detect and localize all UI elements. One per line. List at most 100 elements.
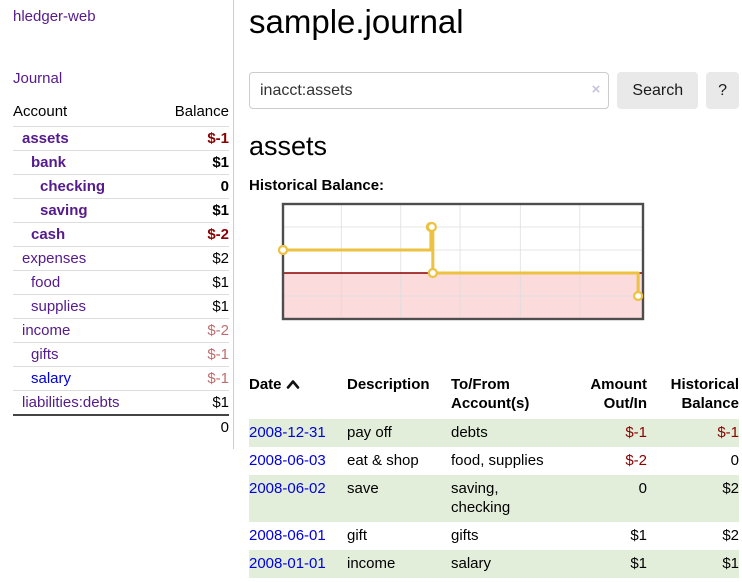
account-balance: $1 bbox=[156, 294, 229, 319]
account-link[interactable]: salary bbox=[31, 370, 72, 387]
register-description-cell: gift bbox=[347, 527, 368, 544]
date-column-header[interactable]: Date bbox=[249, 373, 347, 419]
account-balance: $1 bbox=[156, 390, 229, 415]
transaction-date-link[interactable]: 2008-06-03 bbox=[249, 452, 326, 469]
register-description-cell: income bbox=[347, 550, 451, 578]
transaction-date-link[interactable]: 2008-06-01 bbox=[249, 527, 326, 544]
main-content: sample.journal × Search ? assets Histori… bbox=[234, 0, 742, 578]
total-balance: 0 bbox=[156, 414, 229, 439]
account-row: supplies $1 bbox=[13, 294, 229, 319]
account-balance: $-2 bbox=[156, 318, 229, 343]
register-date-cell: 2008-06-02 bbox=[249, 475, 347, 522]
account-row: cash $-2 bbox=[13, 222, 229, 247]
transaction-date-link[interactable]: 2008-12-31 bbox=[249, 424, 326, 441]
account-balance: $-1 bbox=[156, 342, 229, 367]
register-row: 2008-01-01 income salary $1 $1 bbox=[249, 550, 739, 578]
account-link[interactable]: income bbox=[22, 322, 71, 339]
accounts-balance-table: Account Balance assets $-1 bank $1 checking 0… bbox=[13, 101, 229, 439]
chart-canvas bbox=[277, 202, 645, 321]
register-balance-cell: 0 bbox=[730, 452, 739, 469]
register-row: 2008-12-31 pay off debts $-1 $-1 bbox=[249, 419, 739, 447]
sidebar: hledger-web Journal Account Balance asse… bbox=[0, 0, 234, 449]
account-link[interactable]: supplies bbox=[31, 298, 87, 315]
clear-search-icon[interactable]: × bbox=[591, 81, 601, 98]
search-row: × Search ? bbox=[249, 72, 739, 109]
transaction-date-link[interactable]: 2008-06-02 bbox=[249, 480, 326, 497]
register-balance-cell: $-1 bbox=[647, 419, 739, 447]
account-balance: $1 bbox=[156, 150, 229, 175]
account-balance: 0 bbox=[156, 174, 229, 199]
account-link[interactable]: gifts bbox=[31, 346, 59, 363]
accounts-header: Account bbox=[13, 103, 68, 120]
sort-ascending-icon bbox=[286, 380, 299, 389]
register-accounts-cell: saving, checking bbox=[451, 475, 569, 522]
register-description-cell: save bbox=[347, 475, 451, 522]
register-amount-cell: $-2 bbox=[625, 452, 647, 469]
register-row: 2008-06-03 eat & shop food, supplies $-2 0 bbox=[249, 447, 739, 475]
account-balance: $1 bbox=[156, 270, 229, 295]
register-description-cell: pay off bbox=[347, 419, 451, 447]
account-row: food $1 bbox=[13, 270, 229, 295]
account-heading: assets bbox=[249, 131, 328, 161]
account-link[interactable]: expenses bbox=[22, 250, 87, 267]
register-row: 2008-06-02 save saving, checking 0 $2 bbox=[249, 475, 739, 522]
register-row: 2008-06-01 gift gifts $1 $2 bbox=[249, 522, 739, 550]
search-box: × bbox=[249, 72, 610, 109]
account-link[interactable]: checking bbox=[40, 178, 106, 195]
historical-balance-chart bbox=[249, 202, 739, 349]
account-balance: $-1 bbox=[156, 366, 229, 391]
account-row: checking 0 bbox=[13, 174, 229, 199]
register-amount-cell: $1 bbox=[630, 527, 647, 544]
account-row: income $-2 bbox=[13, 318, 229, 343]
account-link[interactable]: food bbox=[31, 274, 61, 291]
register-amount-cell: $-1 bbox=[569, 419, 647, 447]
register-date-cell: 2008-06-01 bbox=[249, 522, 347, 550]
register-accounts-cell: debts bbox=[451, 419, 569, 447]
account-row: bank $1 bbox=[13, 150, 229, 175]
account-link[interactable]: liabilities:debts bbox=[22, 394, 120, 411]
account-row: expenses $2 bbox=[13, 246, 229, 271]
description-column-header: Description bbox=[347, 376, 430, 393]
account-link[interactable]: cash bbox=[31, 226, 66, 243]
register-balance-cell: $2 bbox=[647, 475, 739, 522]
account-link[interactable]: bank bbox=[31, 154, 67, 171]
register-amount-cell: $1 bbox=[569, 550, 647, 578]
register-accounts-cell: salary bbox=[451, 550, 569, 578]
register-date-cell: 2008-12-31 bbox=[249, 419, 347, 447]
total-row: 0 bbox=[13, 414, 229, 439]
register-header-row: Date Description To/From Account(s) Amou… bbox=[249, 373, 739, 419]
account-link[interactable]: saving bbox=[40, 202, 88, 219]
register-balance-cell: $1 bbox=[647, 550, 739, 578]
account-row: gifts $-1 bbox=[13, 342, 229, 367]
accounts-column-header: To/From Account(s) bbox=[451, 376, 530, 412]
amount-column-header: Amount Out/In bbox=[590, 376, 647, 412]
account-balance: $-2 bbox=[156, 222, 229, 247]
balance-column-header: Historical Balance bbox=[670, 376, 739, 412]
account-balance: $2 bbox=[156, 246, 229, 271]
journal-link[interactable]: Journal bbox=[13, 70, 63, 87]
register-amount-cell: 0 bbox=[569, 475, 647, 522]
search-input[interactable] bbox=[249, 72, 610, 109]
help-button[interactable]: ? bbox=[706, 72, 739, 109]
register-description-cell: eat & shop bbox=[347, 452, 419, 469]
app-title-link[interactable]: hledger-web bbox=[13, 8, 96, 25]
account-row: salary $-1 bbox=[13, 366, 229, 391]
account-balance: $1 bbox=[156, 198, 229, 223]
account-balance: $-1 bbox=[156, 126, 229, 151]
register-balance-cell: $2 bbox=[722, 527, 739, 544]
account-link[interactable]: assets bbox=[22, 130, 69, 147]
register-accounts-cell: food, supplies bbox=[451, 452, 544, 469]
balance-header: Balance bbox=[174, 103, 229, 120]
account-row: assets $-1 bbox=[13, 126, 229, 151]
chart-title: Historical Balance: bbox=[249, 177, 385, 194]
page-title: sample.journal bbox=[249, 3, 464, 40]
account-row: saving $1 bbox=[13, 198, 229, 223]
register-accounts-cell: gifts bbox=[451, 527, 479, 544]
register-table: Date Description To/From Account(s) Amou… bbox=[249, 373, 739, 578]
account-row: liabilities:debts $1 bbox=[13, 390, 229, 415]
register-date-cell: 2008-01-01 bbox=[249, 550, 347, 578]
search-button[interactable]: Search bbox=[617, 72, 699, 109]
register-date-cell: 2008-06-03 bbox=[249, 447, 347, 475]
transaction-date-link[interactable]: 2008-01-01 bbox=[249, 555, 326, 572]
